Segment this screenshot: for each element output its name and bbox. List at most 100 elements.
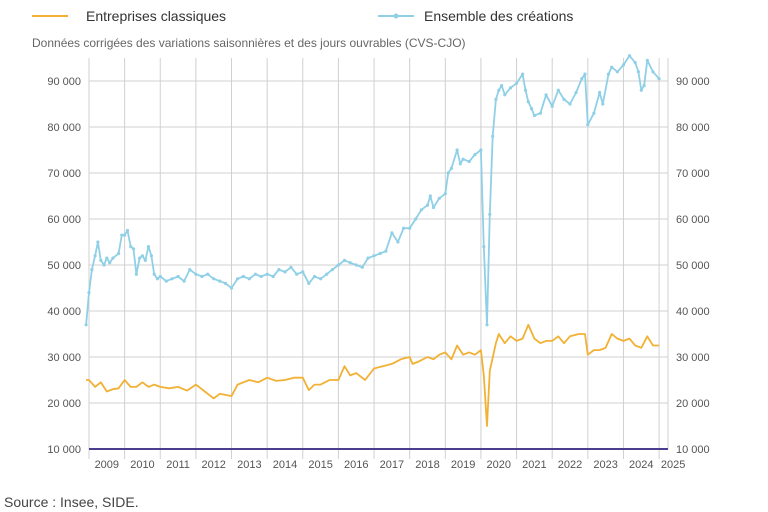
data-point-ensemble xyxy=(419,208,423,212)
data-point-ensemble xyxy=(312,274,317,279)
data-point-ensemble xyxy=(295,272,299,276)
data-point-ensemble xyxy=(431,205,436,210)
x-tick-label: 2023 xyxy=(593,459,617,471)
data-point-ensemble xyxy=(651,70,655,74)
data-point-ensemble xyxy=(265,272,269,276)
data-point-ensemble xyxy=(194,272,198,276)
x-tick-label: 2018 xyxy=(415,459,439,471)
data-point-ensemble xyxy=(307,281,311,285)
data-point-ensemble xyxy=(428,194,432,198)
data-point-ensemble xyxy=(170,277,174,281)
data-point-ensemble xyxy=(642,84,646,88)
x-tick-label: 2016 xyxy=(344,459,368,471)
y-tick-label-right: 30 000 xyxy=(676,352,710,364)
x-tick-label: 2021 xyxy=(522,459,546,471)
y-tick-label-left: 50 000 xyxy=(47,260,81,272)
data-point-ensemble xyxy=(461,157,465,161)
data-point-ensemble xyxy=(601,102,605,106)
data-point-ensemble xyxy=(129,245,133,249)
data-point-ensemble xyxy=(90,268,94,272)
y-tick-label-left: 30 000 xyxy=(47,352,81,364)
data-point-ensemble xyxy=(158,274,162,279)
data-point-ensemble xyxy=(488,212,492,216)
data-point-ensemble xyxy=(253,272,257,276)
data-point-ensemble xyxy=(223,281,228,285)
data-point-ensemble xyxy=(580,77,584,81)
y-tick-label-right: 50 000 xyxy=(676,260,710,272)
data-point-ensemble xyxy=(425,203,430,207)
y-tick-label-right: 10 000 xyxy=(676,444,710,456)
data-point-ensemble xyxy=(117,251,121,256)
data-point-ensemble xyxy=(497,88,501,92)
data-point-ensemble xyxy=(615,70,620,74)
data-point-ensemble xyxy=(556,88,560,92)
data-point-ensemble xyxy=(348,261,352,265)
x-tick-label: 2011 xyxy=(166,459,190,471)
data-point-ensemble xyxy=(206,272,210,276)
data-point-ensemble xyxy=(508,86,513,90)
data-point-ensemble xyxy=(586,123,590,127)
data-point-ensemble xyxy=(390,231,394,235)
data-point-ensemble xyxy=(259,274,263,279)
data-point-ensemble xyxy=(131,247,136,251)
data-point-ensemble xyxy=(84,323,88,327)
data-point-ensemble xyxy=(636,70,641,74)
data-point-ensemble xyxy=(458,162,462,166)
data-point-ensemble xyxy=(479,148,483,152)
legend-label-classiques: Entreprises classiques xyxy=(86,8,226,24)
data-point-ensemble xyxy=(105,256,109,260)
data-point-ensemble xyxy=(639,88,643,92)
data-point-ensemble xyxy=(598,90,602,95)
data-point-ensemble xyxy=(443,192,447,196)
x-tick-label: 2019 xyxy=(451,459,475,471)
data-point-ensemble xyxy=(99,258,103,262)
data-point-ensemble xyxy=(149,254,153,258)
x-tick-label: 2020 xyxy=(487,459,511,471)
y-tick-label-right: 80 000 xyxy=(676,122,710,134)
x-tick-label: 2015 xyxy=(308,459,332,471)
data-point-ensemble xyxy=(500,84,504,88)
x-axis: 2009 2010 2011 2012 2013 2014 2015 2016 2017 2018… xyxy=(89,448,685,471)
y-tick-label-right: 20 000 xyxy=(676,398,710,410)
data-point-ensemble xyxy=(529,107,534,111)
data-point-ensemble xyxy=(621,63,626,67)
data-point-ensemble xyxy=(485,323,489,327)
data-point-ensemble xyxy=(515,81,519,85)
data-point-ensemble xyxy=(538,111,543,115)
data-point-ensemble xyxy=(467,159,471,164)
x-tick-label: 2022 xyxy=(558,459,582,471)
series-line-classiques xyxy=(86,323,660,427)
data-point-ensemble xyxy=(108,261,112,265)
data-point-ensemble xyxy=(482,245,486,249)
data-point-ensemble xyxy=(583,72,587,76)
data-point-ensemble xyxy=(366,256,370,260)
data-point-ensemble xyxy=(449,166,453,170)
plot-series xyxy=(84,54,661,427)
y-tick-label-right: 70 000 xyxy=(676,168,710,180)
x-tick-label: 2025 xyxy=(661,459,685,471)
data-point-ensemble xyxy=(93,254,97,258)
data-point-ensemble xyxy=(550,104,554,108)
data-point-ensemble xyxy=(455,148,459,152)
data-point-ensemble xyxy=(87,291,91,295)
data-point-ensemble xyxy=(111,256,115,260)
data-point-ensemble xyxy=(134,272,138,276)
data-point-ensemble xyxy=(218,279,222,283)
chart-subtitle: Données corrigées des variations saisonn… xyxy=(32,36,466,50)
data-point-ensemble xyxy=(277,268,281,272)
data-point-ensemble xyxy=(544,93,548,97)
data-point-ensemble xyxy=(182,279,186,283)
data-point-ensemble xyxy=(138,256,142,260)
data-point-ensemble xyxy=(354,263,358,267)
y-tick-label-right: 60 000 xyxy=(676,214,710,226)
data-point-ensemble xyxy=(473,153,477,157)
data-point-ensemble xyxy=(645,58,649,62)
data-point-ensemble xyxy=(143,258,147,262)
data-point-ensemble xyxy=(491,134,495,138)
data-point-ensemble xyxy=(125,228,130,233)
data-point-ensemble xyxy=(562,97,566,101)
data-point-ensemble xyxy=(289,265,293,269)
data-point-ensemble xyxy=(372,254,376,258)
data-point-ensemble xyxy=(342,258,347,262)
data-point-ensemble xyxy=(188,268,192,272)
